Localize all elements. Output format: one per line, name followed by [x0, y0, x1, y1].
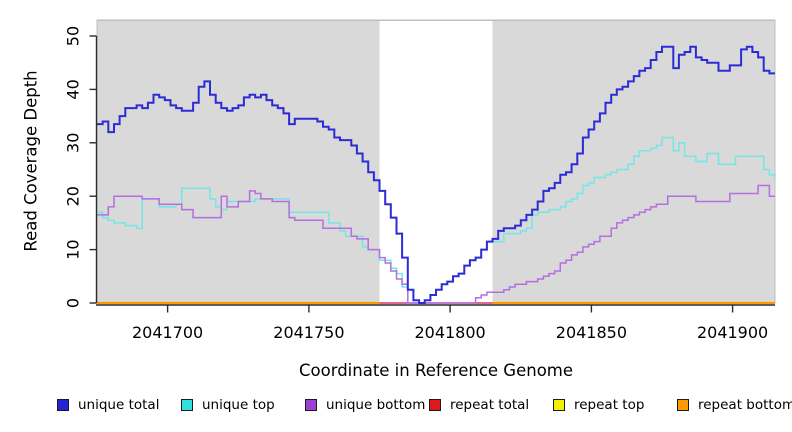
- legend-item: repeat top: [553, 397, 644, 413]
- legend-item: unique bottom: [305, 397, 425, 413]
- legend-swatch-icon: [553, 399, 565, 411]
- legend-label: repeat bottom: [698, 397, 792, 413]
- legend-item: repeat bottom: [677, 397, 792, 413]
- legend-swatch-icon: [677, 399, 689, 411]
- legend-item: unique top: [181, 397, 275, 413]
- series-unique-bottom: [97, 184, 775, 304]
- x-tick-label: 2041900: [697, 323, 768, 342]
- legend-label: repeat total: [450, 397, 530, 413]
- x-tick-label: 2041700: [132, 323, 203, 342]
- y-tick-label: 0: [64, 298, 83, 308]
- legend-swatch-icon: [429, 399, 441, 411]
- y-tick-label: 10: [64, 239, 83, 259]
- legend-swatch-icon: [181, 399, 193, 411]
- y-tick-label: 40: [64, 79, 83, 99]
- x-tick-label: 2041750: [273, 323, 344, 342]
- legend-label: unique bottom: [326, 397, 426, 413]
- x-axis-title: Coordinate in Reference Genome: [298, 361, 574, 380]
- x-tick-label: 2041800: [414, 323, 485, 342]
- y-axis-title: Read Coverage Depth: [21, 70, 41, 252]
- legend-swatch-icon: [57, 399, 69, 411]
- x-tick-label: 2041850: [556, 323, 627, 342]
- legend-label: unique total: [78, 397, 160, 413]
- legend-label: repeat top: [574, 397, 645, 413]
- y-tick-label: 20: [64, 186, 83, 206]
- legend: unique total unique top unique bottom repea…: [0, 397, 792, 419]
- series-unique-total: [97, 45, 775, 304]
- legend-item: unique total: [57, 397, 159, 413]
- legend-item: repeat total: [429, 397, 529, 413]
- legend-label: unique top: [202, 397, 275, 413]
- legend-swatch-icon: [305, 399, 317, 411]
- coverage-plot: 0 10 20 30 40 50 2041700 2041750 2041800 2041850 2…: [64, 19, 776, 342]
- repeat-region-band: [379, 20, 493, 303]
- y-tick-label: 50: [64, 26, 83, 46]
- y-tick-label: 30: [64, 133, 83, 153]
